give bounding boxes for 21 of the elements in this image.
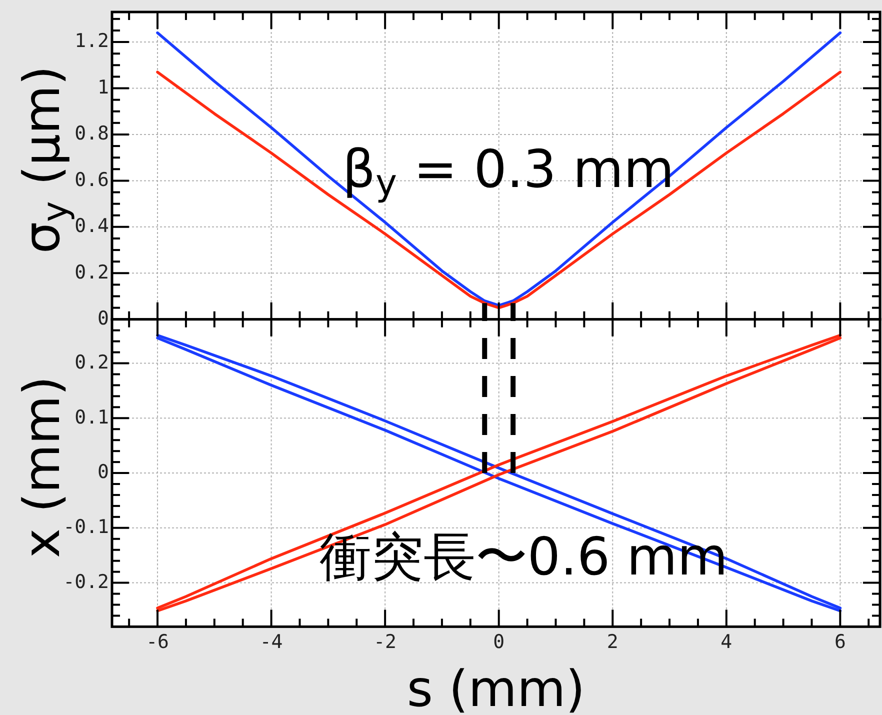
- annotation: 衝突長〜0.6 mm: [319, 527, 728, 588]
- y-tick-label: 0.2: [74, 351, 109, 374]
- x-tick-label: -4: [260, 630, 283, 653]
- x-tick-label: 2: [606, 630, 618, 653]
- x-axis-title: s (mm): [406, 660, 586, 715]
- y-tick-label: 0.2: [74, 261, 109, 284]
- y-tick-label: 0.1: [74, 406, 109, 428]
- x-tick-label: 4: [720, 630, 732, 653]
- x-tick-label: -2: [374, 630, 397, 653]
- y-tick-label: 0: [98, 461, 109, 484]
- y-tick-label: -0.2: [63, 570, 109, 593]
- y-tick-label: 1.2: [74, 30, 109, 52]
- y-tick-label: 0.8: [74, 122, 109, 145]
- x-tick-label: 6: [834, 630, 846, 653]
- x-tick-label: 0: [493, 630, 505, 653]
- y-tick-label: 0.4: [74, 215, 109, 238]
- y-tick-label: 1: [98, 76, 109, 98]
- y-tick-label: 0.6: [74, 168, 109, 191]
- x-tick-label: -6: [146, 630, 169, 653]
- y-tick-label: 0: [98, 308, 109, 330]
- annotation: β$_{y}$ = 0.3 mm: [342, 140, 674, 204]
